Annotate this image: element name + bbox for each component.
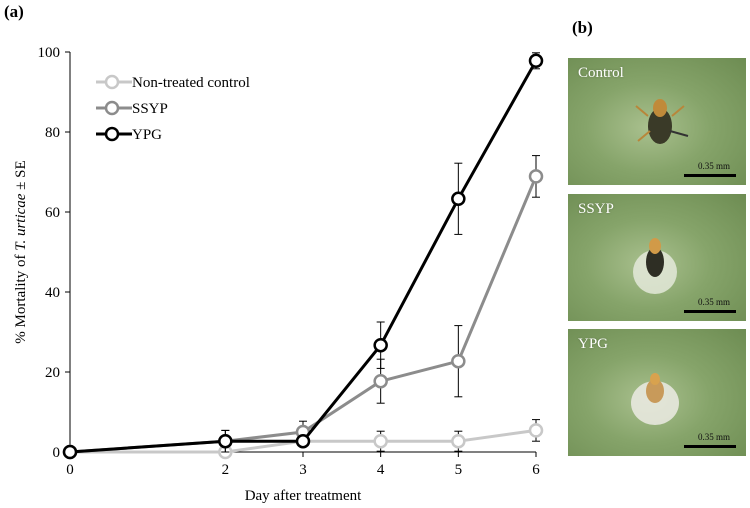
photo-ssyp: SSYP 0.35 mm: [568, 194, 746, 321]
data-point: [295, 433, 311, 449]
legend-label: YPG: [132, 127, 162, 143]
y-axis-label-species: T. urticae: [13, 193, 29, 251]
data-point: [62, 444, 78, 460]
mortality-line-chart: 0 20 40 60 80 100 0 2 3 4 5 6 Non-treated control S…: [13, 45, 544, 504]
x-tick-label: 4: [377, 462, 385, 478]
data-point: [373, 373, 388, 389]
scale-bar: [684, 310, 736, 313]
data-point: [218, 433, 233, 449]
y-tick-label: 60: [45, 205, 60, 221]
mite-image: [633, 238, 677, 294]
data-point: [528, 423, 544, 438]
panel-a-label: (a): [4, 2, 24, 21]
photo-ypg: YPG 0.35 mm: [568, 329, 746, 456]
data-point: [373, 337, 388, 353]
series-layer: [62, 52, 544, 460]
data-point: [451, 191, 466, 207]
legend-label: Non-treated control: [132, 75, 250, 91]
mite-image: [635, 99, 689, 144]
photo-label-ypg: YPG: [578, 336, 609, 352]
photo-label-control: Control: [578, 65, 624, 81]
y-axis-label-prefix: % Mortality of: [13, 251, 29, 344]
y-tick-label: 80: [45, 125, 60, 141]
mite-image: [631, 373, 679, 425]
x-axis-label: Day after treatment: [245, 488, 362, 504]
legend-marker: [104, 100, 120, 116]
legend: Non-treated control SSYP YPG: [96, 74, 250, 143]
series-line: [69, 175, 538, 454]
series-ssyp: [62, 155, 544, 460]
scale-bar: [684, 445, 736, 448]
legend-label: SSYP: [132, 101, 168, 117]
x-ticks: 0 2 3 4 5 6: [66, 452, 540, 478]
x-tick-label: 3: [299, 462, 307, 478]
y-tick-label: 100: [38, 45, 61, 61]
photo-label-ssyp: SSYP: [578, 201, 614, 217]
scale-bar: [684, 174, 736, 177]
x-tick-label: 2: [222, 462, 230, 478]
data-point: [451, 353, 466, 369]
y-tick-label: 40: [45, 285, 60, 301]
x-tick-label: 5: [455, 462, 463, 478]
photo-control: Control 0.35 mm: [568, 58, 746, 185]
data-point: [451, 433, 466, 449]
series-line: [70, 428, 537, 454]
scale-text-ssyp: 0.35 mm: [697, 297, 730, 307]
scale-text-control: 0.35 mm: [697, 161, 730, 171]
data-point: [373, 433, 388, 449]
x-tick-label: 6: [532, 462, 540, 478]
x-tick-label: 0: [66, 462, 74, 478]
panel-b-label: (b): [572, 18, 593, 37]
y-tick-label: 0: [53, 445, 61, 461]
legend-marker: [104, 126, 120, 142]
data-point: [528, 169, 544, 184]
series-line: [69, 60, 538, 454]
series-ypg: [62, 52, 544, 460]
legend-marker: [104, 74, 120, 90]
data-point: [528, 53, 544, 69]
scale-text-ypg: 0.35 mm: [697, 432, 730, 442]
y-axis-label: % Mortality of T. urticae ± SE: [13, 160, 29, 343]
y-axis-label-suffix: ± SE: [13, 160, 29, 193]
y-tick-label: 20: [45, 365, 60, 381]
y-ticks: 0 20 40 60 80 100: [38, 45, 70, 461]
